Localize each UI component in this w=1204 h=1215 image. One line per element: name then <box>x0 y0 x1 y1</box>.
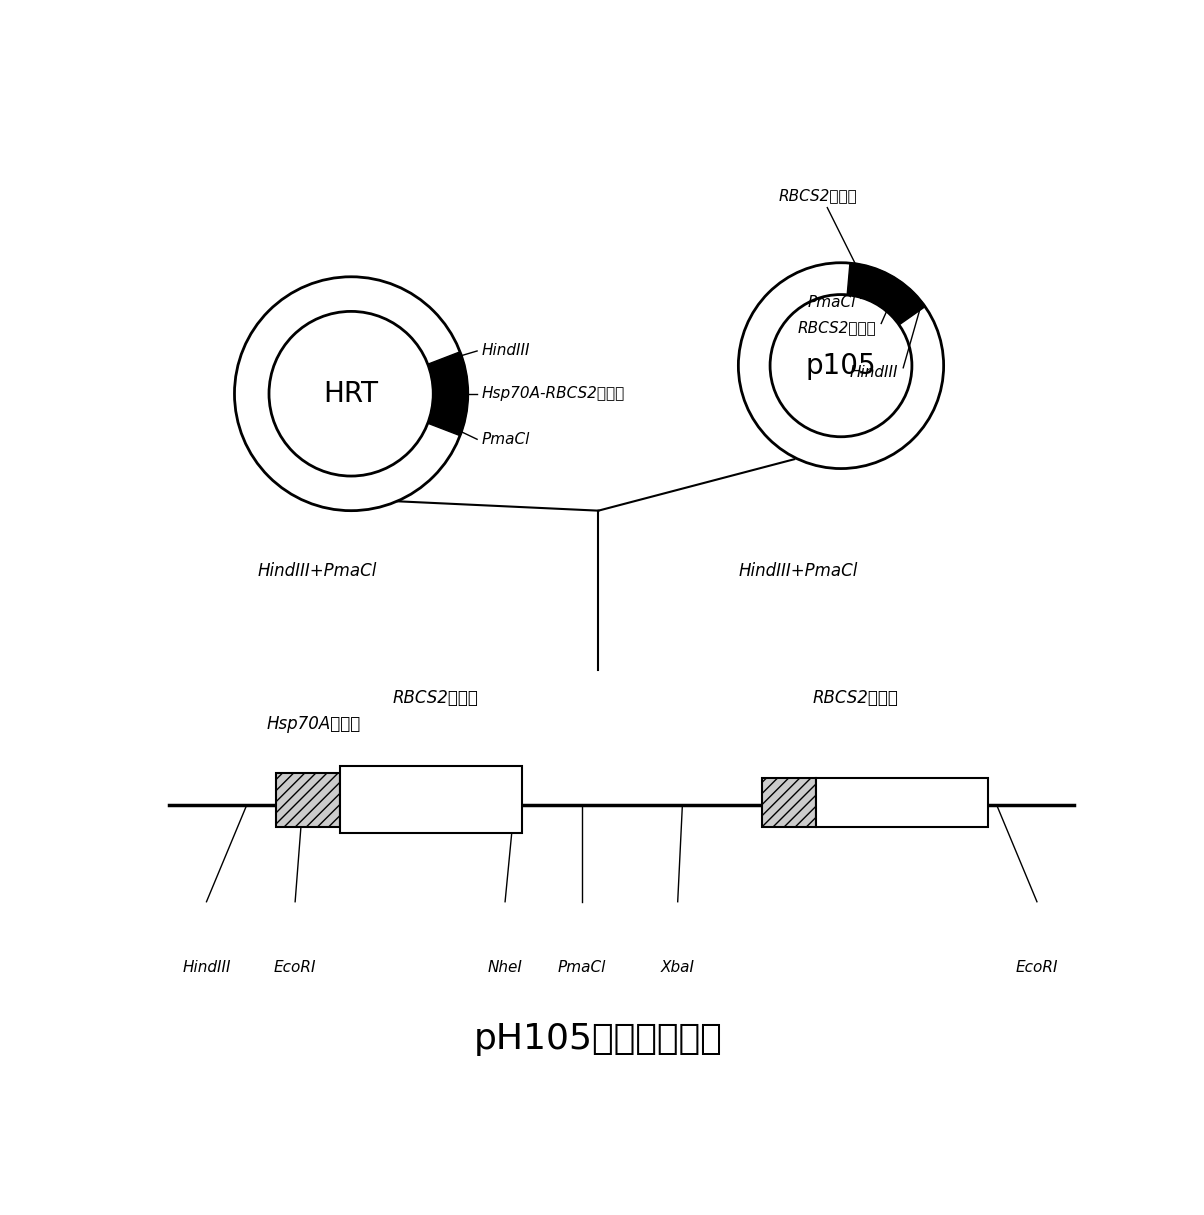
Text: HRT: HRT <box>324 380 378 408</box>
Text: XbaI: XbaI <box>661 960 695 974</box>
Text: Hsp70A-RBCS2启动子: Hsp70A-RBCS2启动子 <box>482 386 625 401</box>
Text: RBCS2启动子: RBCS2启动子 <box>798 321 877 335</box>
Text: HindIII: HindIII <box>482 344 530 358</box>
Polygon shape <box>427 352 467 436</box>
Text: NheI: NheI <box>488 960 523 974</box>
Text: p105: p105 <box>805 351 877 379</box>
Bar <box>816 779 988 827</box>
Text: EcoRI: EcoRI <box>273 960 317 974</box>
Text: RBCS2终止子: RBCS2终止子 <box>779 188 857 203</box>
Text: PmaCl: PmaCl <box>557 960 606 974</box>
Polygon shape <box>848 264 925 324</box>
Text: PmaCl: PmaCl <box>808 295 856 311</box>
Text: HindIII+PmaCl: HindIII+PmaCl <box>738 563 857 581</box>
Text: pH105衣藻表达载体: pH105衣藻表达载体 <box>474 1022 722 1056</box>
Text: RBCS2终止子: RBCS2终止子 <box>813 689 899 707</box>
Text: HindIII: HindIII <box>182 960 231 974</box>
Bar <box>277 773 340 827</box>
Text: HindIII+PmaCl: HindIII+PmaCl <box>258 563 377 581</box>
Text: Hsp70A启动子: Hsp70A启动子 <box>266 716 361 734</box>
Text: PmaCl: PmaCl <box>482 431 530 447</box>
Bar <box>340 767 521 833</box>
Text: HindIII: HindIII <box>850 364 898 380</box>
Text: EcoRI: EcoRI <box>1016 960 1058 974</box>
Bar <box>762 779 816 827</box>
Text: RBCS2启动子: RBCS2启动子 <box>393 689 478 707</box>
